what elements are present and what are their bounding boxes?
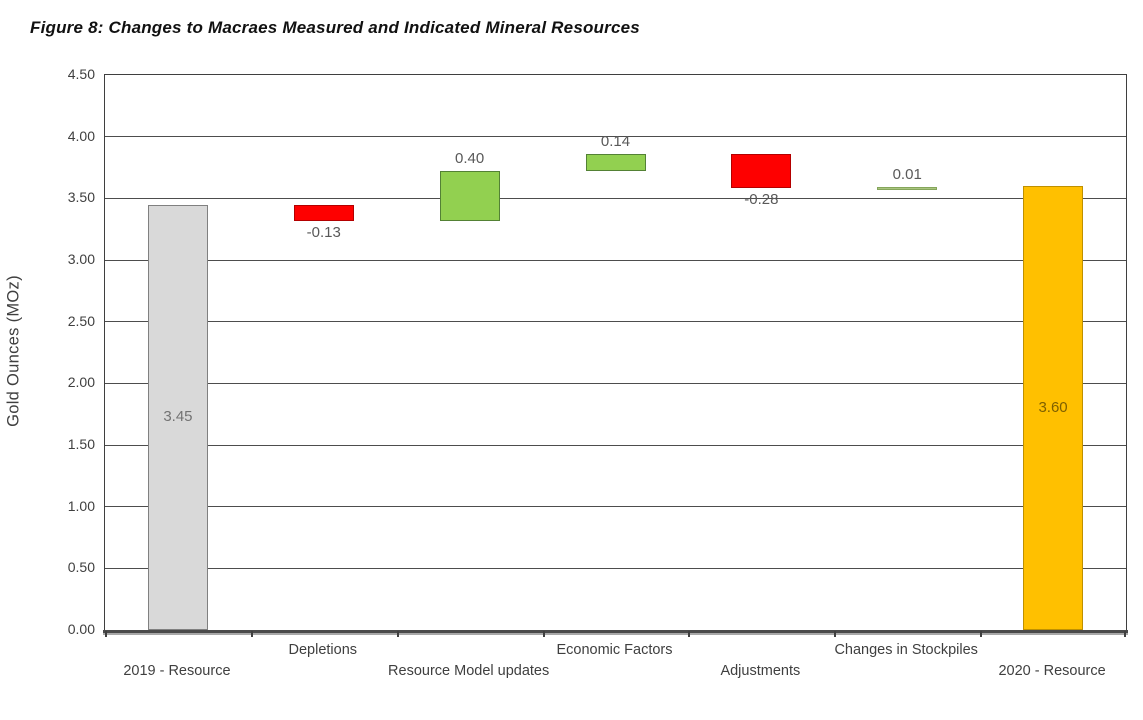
bar-2020-resource: [1023, 186, 1084, 630]
x-category-label: 2020 - Resource: [998, 663, 1106, 679]
x-axis-tick: [250, 631, 253, 637]
y-axis-title: Gold Ounces (MOz): [4, 275, 23, 427]
x-category-label: Economic Factors: [556, 642, 673, 658]
gridline: [105, 444, 1126, 446]
gridline: [105, 197, 1126, 199]
y-tick-label: 1.50: [67, 436, 95, 452]
bar-value-label: -0.13: [306, 223, 341, 241]
plot-area: 3.45 -0.13 0.40 0.14 -0.28 0.01 3.60: [103, 74, 1128, 637]
x-category-label: Depletions: [288, 642, 358, 658]
bar-adjustments: [731, 153, 792, 189]
x-axis-tick: [980, 631, 983, 637]
bar-value-label: 3.45: [163, 408, 193, 426]
y-tick-label: 0.00: [67, 621, 95, 637]
x-axis-tick: [1124, 631, 1126, 637]
bar-value-label: 0.01: [892, 166, 922, 184]
bar-value-label: 0.40: [455, 150, 485, 168]
y-tick-label: 1.00: [67, 497, 95, 514]
bar-depletions: [293, 204, 354, 221]
x-axis-tick: [396, 631, 399, 637]
y-tick-label: 4.00: [67, 127, 95, 144]
x-category-label: Resource Model updates: [388, 663, 550, 679]
figure-title: Figure 8: Changes to Macraes Measured an…: [30, 18, 640, 37]
x-category-label: Changes in Stockpiles: [834, 642, 978, 658]
y-tick-label: 3.00: [67, 251, 95, 267]
gridline: [105, 136, 1126, 138]
gridline: [105, 567, 1126, 569]
bar-resource-model-updates: [439, 171, 500, 221]
bar-value-label: -0.28: [744, 191, 779, 209]
x-axis-tick: [105, 631, 107, 637]
bar-2019-resource: [147, 204, 208, 630]
gridline: [105, 259, 1126, 261]
bar-changes-in-stockpiles: [877, 187, 938, 191]
bar-value-label: 3.60: [1038, 399, 1068, 416]
x-axis-tick: [834, 631, 837, 637]
y-tick-label: 4.50: [67, 66, 95, 82]
y-tick-label: 0.50: [67, 559, 95, 576]
gridline: [105, 506, 1126, 508]
x-axis-tick: [688, 631, 691, 637]
y-tick-label: 2.50: [67, 312, 95, 329]
bar-economic-factors: [585, 153, 646, 172]
x-axis-line: [103, 629, 1128, 633]
x-category-label: 2019 - Resource: [123, 663, 231, 679]
x-axis-tick: [542, 631, 545, 637]
y-tick-label: 3.50: [67, 189, 95, 206]
gridline: [105, 382, 1126, 384]
x-category-label: Adjustments: [720, 663, 801, 679]
y-tick-label: 2.00: [67, 374, 95, 391]
bar-value-label: 0.14: [600, 132, 631, 150]
gridline: [105, 321, 1126, 323]
